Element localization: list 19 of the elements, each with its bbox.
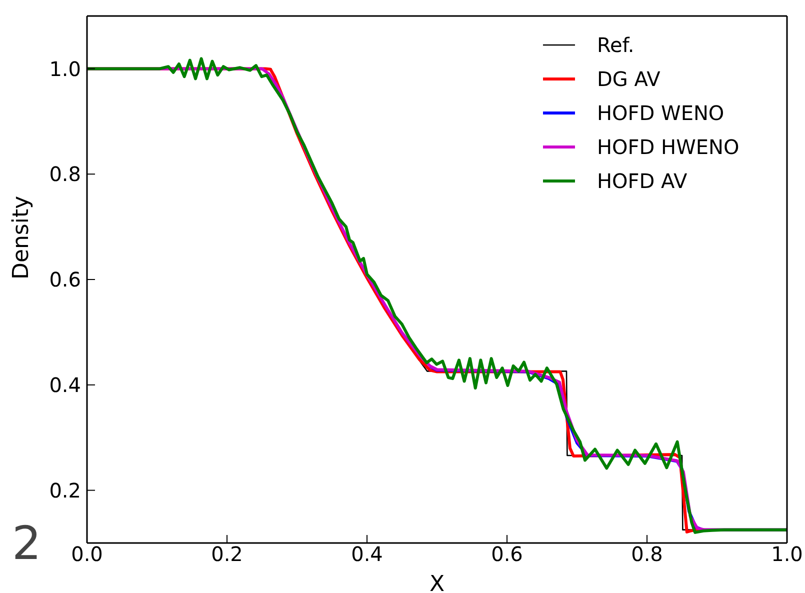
x-tick-label: 0.2: [211, 542, 243, 566]
y-tick-label: 1.0: [49, 56, 81, 81]
legend-label: HOFD HWENO: [597, 134, 740, 161]
y-tick-label: 0.8: [49, 162, 81, 186]
x-axis-title: X: [429, 572, 445, 593]
x-tick-label: 1.0: [771, 542, 803, 566]
x-tick-label: 0.6: [491, 542, 523, 566]
x-tick-label: 0.4: [351, 542, 383, 566]
y-axis-title: Density: [8, 196, 34, 280]
legend-label: HOFD AV: [597, 168, 688, 195]
y-tick-label: 0.6: [49, 268, 81, 292]
y-tick-label: 0.2: [49, 478, 81, 502]
x-tick-label: 0.8: [631, 542, 663, 566]
legend-label: HOFD WENO: [597, 100, 724, 127]
legend-label: Ref.: [597, 32, 634, 59]
legend-label: DG AV: [597, 66, 660, 93]
x-tick-label: 0.0: [71, 542, 103, 566]
text: 2: [12, 516, 42, 570]
y-tick-label: 0.4: [49, 373, 81, 397]
